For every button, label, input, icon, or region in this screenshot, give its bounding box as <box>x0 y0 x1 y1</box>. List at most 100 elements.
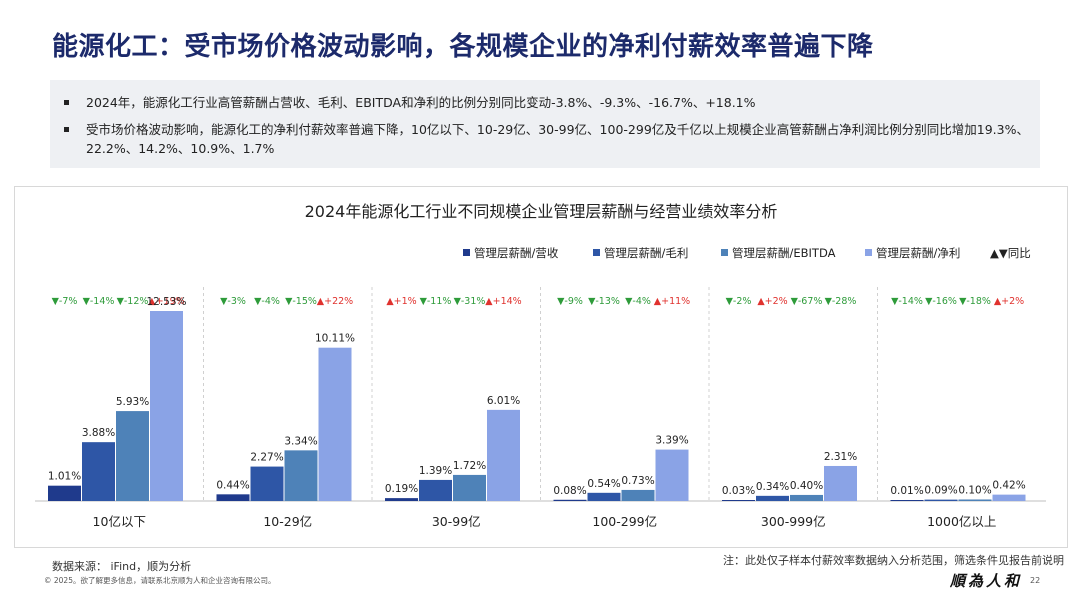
yoy-change: ▼-4% <box>625 296 651 307</box>
chart-title: 2024年能源化工行业不同规模企业管理层薪酬与经营业绩效率分析 <box>305 202 778 221</box>
legend-label: 管理层薪酬/净利 <box>876 246 960 260</box>
yoy-change: ▼-7% <box>52 296 78 307</box>
yoy-change: ▼-14% <box>891 296 923 307</box>
bar <box>82 442 115 501</box>
yoy-change: ▼-15% <box>285 296 317 307</box>
bullet-text: 2024年，能源化工行业高管薪酬占营收、毛利、EBITDA和净利的比例分别同比变… <box>86 95 756 110</box>
data-label: 3.88% <box>82 427 115 439</box>
page-number: 22 <box>1030 576 1041 585</box>
data-label: 0.34% <box>756 481 789 493</box>
bar <box>385 498 418 501</box>
yoy-change: ▼-14% <box>83 296 115 307</box>
bullet-text: 受市场价格波动影响，能源化工的净利付薪效率普遍下降，10亿以下、10-29亿、3… <box>86 122 1029 156</box>
data-label: 5.93% <box>116 396 149 408</box>
data-label: 1.72% <box>453 460 486 472</box>
bar <box>587 492 621 501</box>
yoy-change: ▼-4% <box>254 296 280 307</box>
x-tick-label: 100-299亿 <box>592 514 657 529</box>
yoy-change: ▼-3% <box>220 296 246 307</box>
bar <box>553 499 587 501</box>
x-tick-label: 10-29亿 <box>263 514 312 529</box>
yoy-change: ▼-67% <box>791 296 823 307</box>
yoy-change: ▼-28% <box>825 296 857 307</box>
bar <box>890 500 924 501</box>
bar <box>453 474 486 501</box>
bar <box>924 499 958 501</box>
bar <box>216 494 250 501</box>
data-label: 0.73% <box>621 475 654 487</box>
bar <box>250 466 284 501</box>
footnote: 注：此处仅子样本付薪效率数据纳入分析范围，筛选条件见报告前说明 <box>723 554 1064 567</box>
data-label: 0.19% <box>385 483 418 495</box>
x-tick-label: 30-99亿 <box>432 514 481 529</box>
data-label: 0.09% <box>924 485 957 497</box>
legend-label: 管理层薪酬/营收 <box>474 246 559 260</box>
data-label: 0.44% <box>216 479 249 491</box>
data-label: 3.34% <box>284 435 317 447</box>
yoy-change: ▲+19% <box>148 296 184 307</box>
bullet-marker <box>64 127 69 132</box>
bullet-marker <box>64 100 69 105</box>
yoy-change: ▲+14% <box>485 296 521 307</box>
bar <box>48 485 81 501</box>
yoy-change: ▼-12% <box>117 296 149 307</box>
bar <box>487 409 520 501</box>
data-label: 2.27% <box>250 452 283 464</box>
bar <box>284 450 318 501</box>
yoy-change: ▼-31% <box>454 296 486 307</box>
bar <box>419 479 452 501</box>
bar <box>621 489 655 501</box>
yoy-change: ▼-2% <box>726 296 752 307</box>
data-label: 0.54% <box>587 478 620 490</box>
yoy-change: ▲+2% <box>757 296 787 307</box>
data-label: 0.40% <box>790 480 823 492</box>
legend-swatch <box>463 249 470 256</box>
legend-swatch <box>721 249 728 256</box>
data-label: 1.01% <box>48 471 81 483</box>
chart-panel: 2024年能源化工行业不同规模企业管理层薪酬与经营业绩效率分析管理层薪酬/营收 管… <box>14 186 1068 548</box>
bar <box>958 499 992 501</box>
yoy-change: ▼-13% <box>588 296 620 307</box>
bar <box>655 449 689 501</box>
data-label: 0.03% <box>722 485 755 497</box>
data-label: 12.53% <box>146 296 186 308</box>
yoy-change: ▼-16% <box>925 296 957 307</box>
legend-swatch <box>593 249 600 256</box>
legend-yoy: ▲▼同比 <box>990 246 1031 260</box>
x-tick-label: 10亿以下 <box>93 514 146 529</box>
bar <box>318 347 352 501</box>
data-label: 0.01% <box>890 485 923 497</box>
bar <box>150 311 183 501</box>
data-source: 数据来源： iFind，顺为分析 <box>52 560 192 573</box>
yoy-change: ▲+22% <box>317 296 353 307</box>
summary-box: 2024年，能源化工行业高管薪酬占营收、毛利、EBITDA和净利的比例分别同比变… <box>50 80 1040 168</box>
data-label: 0.10% <box>958 484 991 496</box>
bar <box>116 411 149 501</box>
legend-swatch <box>865 249 872 256</box>
yoy-change: ▼-18% <box>959 296 991 307</box>
legend-label: 管理层薪酬/EBITDA <box>732 246 836 260</box>
legend-label: 管理层薪酬/毛利 <box>604 246 688 260</box>
yoy-change: ▼-11% <box>420 296 452 307</box>
copyright-text: © 2025。欲了解更多信息，请联系北京顺为人和企业咨询有限公司。 <box>44 576 276 585</box>
data-label: 0.42% <box>992 480 1025 492</box>
data-label: 0.08% <box>553 485 586 497</box>
yoy-change: ▼-9% <box>557 296 583 307</box>
bar <box>824 465 857 501</box>
yoy-change: ▲+1% <box>386 296 416 307</box>
x-tick-label: 1000亿以上 <box>927 514 996 529</box>
data-label: 1.39% <box>419 465 452 477</box>
bar <box>756 495 789 501</box>
bar <box>790 494 823 501</box>
yoy-change: ▲+11% <box>654 296 690 307</box>
data-label: 3.39% <box>655 435 688 447</box>
page-title: 能源化工：受市场价格波动影响，各规模企业的净利付薪效率普遍下降 <box>52 32 874 62</box>
data-label: 2.31% <box>824 451 857 463</box>
yoy-change: ▲+2% <box>994 296 1024 307</box>
data-label: 10.11% <box>315 333 355 345</box>
brand-logo: 順為人和 <box>950 572 1023 590</box>
bar <box>722 500 755 501</box>
bar <box>992 494 1026 501</box>
x-tick-label: 300-999亿 <box>761 514 826 529</box>
